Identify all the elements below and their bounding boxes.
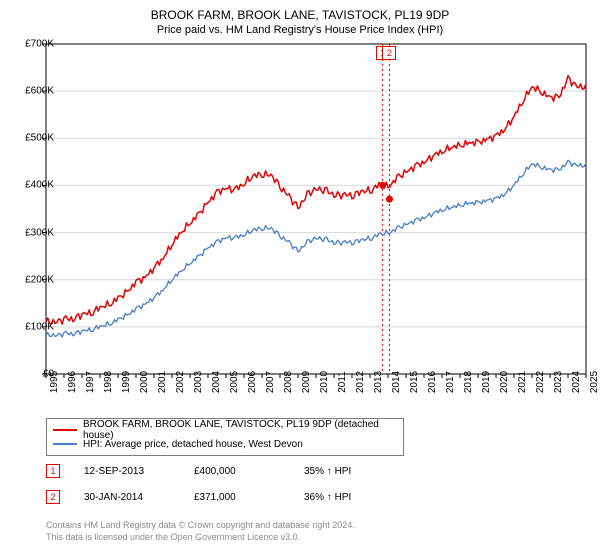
legend-swatch-price-paid	[53, 429, 77, 431]
sale-pct-2: 36% ↑ HPI	[304, 492, 414, 503]
x-tick-label: 2020	[499, 371, 510, 393]
x-tick-label: 2014	[391, 371, 402, 393]
chart-svg	[46, 44, 586, 374]
chart-title: BROOK FARM, BROOK LANE, TAVISTOCK, PL19 …	[0, 0, 600, 22]
x-tick-label: 2019	[481, 371, 492, 393]
x-tick-label: 2017	[445, 371, 456, 393]
sale-badge-2: 2	[46, 490, 60, 504]
x-tick-label: 2024	[571, 371, 582, 393]
x-tick-label: 2003	[193, 371, 204, 393]
chart-subtitle: Price paid vs. HM Land Registry's House …	[0, 22, 600, 36]
y-tick-label: £700K	[25, 39, 54, 50]
y-tick-label: £100K	[25, 321, 54, 332]
legend: BROOK FARM, BROOK LANE, TAVISTOCK, PL19 …	[46, 418, 404, 456]
y-tick-label: £400K	[25, 180, 54, 191]
x-tick-label: 2006	[247, 371, 258, 393]
x-tick-label: 2013	[373, 371, 384, 393]
x-tick-label: 2002	[175, 371, 186, 393]
legend-item-price-paid: BROOK FARM, BROOK LANE, TAVISTOCK, PL19 …	[53, 423, 397, 437]
x-tick-label: 1998	[103, 371, 114, 393]
sale-date-1: 12-SEP-2013	[84, 466, 194, 477]
x-tick-label: 1996	[67, 371, 78, 393]
y-tick-label: £200K	[25, 274, 54, 285]
legend-label-hpi: HPI: Average price, detached house, West…	[83, 439, 303, 450]
x-tick-label: 2025	[589, 371, 600, 393]
sale-row-1: 1 12-SEP-2013 £400,000 35% ↑ HPI	[46, 464, 586, 478]
attribution: Contains HM Land Registry data © Crown c…	[46, 520, 355, 543]
sale-date-2: 30-JAN-2014	[84, 492, 194, 503]
sale-badge-1: 1	[46, 464, 60, 478]
x-tick-label: 2012	[355, 371, 366, 393]
x-tick-label: 2015	[409, 371, 420, 393]
x-tick-label: 2007	[265, 371, 276, 393]
x-tick-label: 2005	[229, 371, 240, 393]
sale-row-2: 2 30-JAN-2014 £371,000 36% ↑ HPI	[46, 490, 586, 504]
x-tick-label: 2011	[337, 371, 348, 393]
sale-price-1: £400,000	[194, 466, 304, 477]
chart-area	[46, 44, 586, 374]
x-tick-label: 2010	[319, 371, 330, 393]
chart-marker-badge-2: 2	[382, 46, 396, 60]
x-tick-label: 1999	[121, 371, 132, 393]
x-tick-label: 2001	[157, 371, 168, 393]
y-tick-label: £300K	[25, 227, 54, 238]
x-tick-label: 2004	[211, 371, 222, 393]
sale-price-2: £371,000	[194, 492, 304, 503]
x-tick-label: 1995	[49, 371, 60, 393]
x-tick-label: 1997	[85, 371, 96, 393]
attribution-line-2: This data is licensed under the Open Gov…	[46, 532, 355, 544]
x-tick-label: 2021	[517, 371, 528, 393]
legend-swatch-hpi	[53, 443, 77, 445]
x-tick-label: 2023	[553, 371, 564, 393]
sale-pct-1: 35% ↑ HPI	[304, 466, 414, 477]
x-tick-label: 2016	[427, 371, 438, 393]
y-tick-label: £600K	[25, 86, 54, 97]
x-tick-label: 2022	[535, 371, 546, 393]
x-tick-label: 2009	[301, 371, 312, 393]
attribution-line-1: Contains HM Land Registry data © Crown c…	[46, 520, 355, 532]
y-tick-label: £500K	[25, 133, 54, 144]
x-tick-label: 2008	[283, 371, 294, 393]
x-tick-label: 2018	[463, 371, 474, 393]
x-tick-label: 2000	[139, 371, 150, 393]
